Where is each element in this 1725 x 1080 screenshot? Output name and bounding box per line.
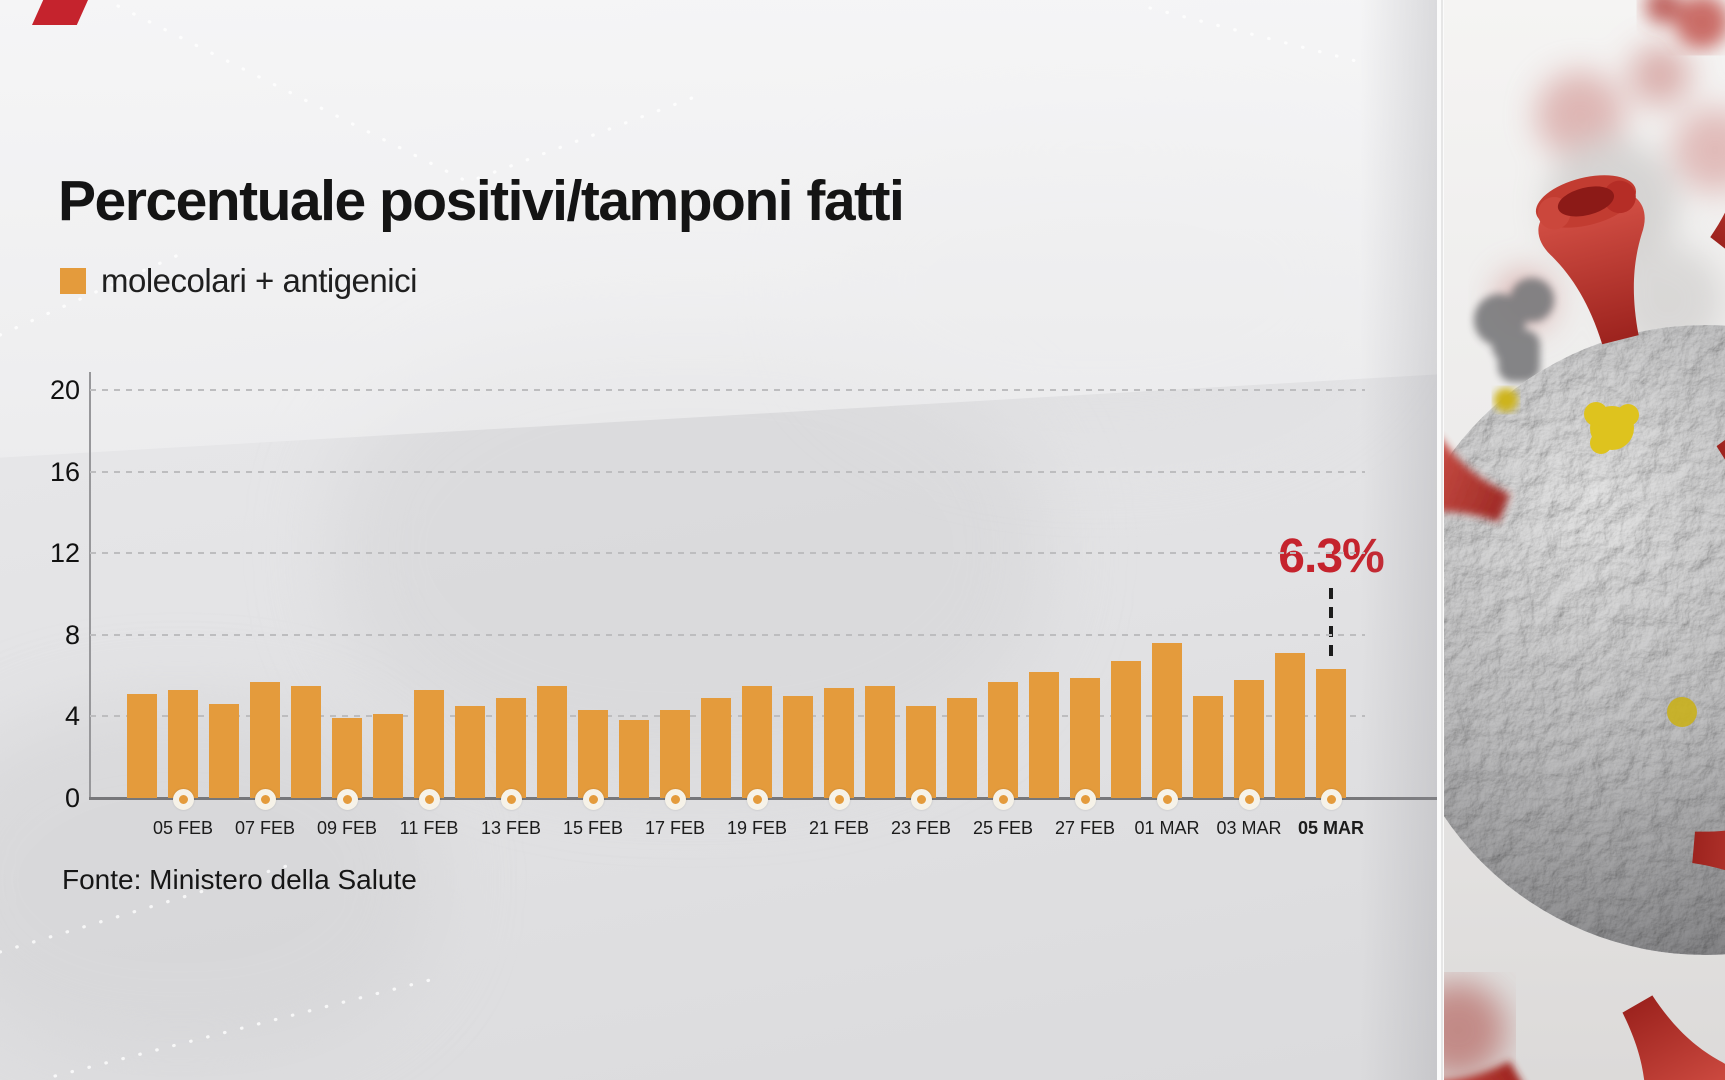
bar — [619, 720, 649, 798]
x-axis-tick-label: 05 MAR — [1297, 818, 1364, 838]
y-axis-tick-label: 4 — [64, 701, 80, 732]
bar — [1234, 680, 1264, 798]
y-axis-tick-label: 0 — [64, 783, 80, 813]
legend-color-swatch — [60, 268, 86, 294]
date-marker — [665, 789, 686, 810]
date-marker — [255, 789, 276, 810]
date-marker — [829, 789, 850, 810]
bar — [906, 706, 936, 798]
x-axis-tick-label: 27 FEB — [1054, 818, 1116, 838]
x-axis-tick-label: 21 FEB — [808, 818, 870, 838]
gridline — [90, 552, 1365, 555]
date-marker — [419, 789, 440, 810]
y-axis-tick-label: 8 — [64, 619, 80, 650]
date-marker — [911, 789, 932, 810]
bar — [988, 682, 1018, 798]
gridline — [90, 633, 1365, 636]
bar — [291, 686, 321, 798]
bar — [865, 686, 895, 798]
source-caption: Fonte: Ministero della Salute — [62, 864, 417, 895]
date-marker — [583, 789, 604, 810]
bar — [701, 698, 731, 798]
bar — [783, 696, 813, 798]
x-axis-tick-label: 25 FEB — [972, 818, 1034, 838]
bar — [1316, 669, 1346, 798]
bar-chart: 6.3% 0 4 8 12 16 20 05 FEB 07 FEB 09 FEB 11 FEB 13… — [49, 372, 1437, 838]
bar — [1111, 661, 1141, 798]
bar — [209, 704, 239, 798]
x-axis-tick-label: 03 MAR — [1216, 818, 1282, 838]
gridline — [90, 389, 1365, 391]
date-marker — [1239, 789, 1260, 810]
date-marker — [501, 789, 522, 810]
date-marker — [747, 789, 768, 810]
x-axis-tick-label: 19 FEB — [726, 818, 788, 838]
bar — [1193, 696, 1223, 798]
x-axis-tick-label: 23 FEB — [890, 818, 952, 838]
annotation-label: 6.3% — [1278, 530, 1384, 583]
bar — [127, 694, 157, 798]
bar — [332, 718, 362, 798]
legend: molecolari + antigenici — [60, 262, 417, 300]
date-marker — [1075, 789, 1096, 810]
bar — [373, 714, 403, 798]
bar — [414, 690, 444, 798]
bar — [496, 698, 526, 798]
bar — [168, 690, 198, 798]
bar — [742, 686, 772, 798]
bar — [250, 682, 280, 798]
bar — [1029, 672, 1059, 798]
y-axis-tick-label: 12 — [49, 538, 80, 569]
x-axis-tick-label: 15 FEB — [562, 818, 624, 838]
annotation-dashed-line — [1329, 588, 1333, 664]
y-axis-line — [89, 372, 91, 798]
x-axis-tick-label: 09 FEB — [316, 818, 378, 838]
gridline — [90, 470, 1365, 473]
coronavirus-illustration — [1437, 0, 1725, 1080]
bar — [947, 698, 977, 798]
bar — [824, 688, 854, 798]
panel-shadow — [1360, 0, 1437, 1080]
x-axis-tick-label: 07 FEB — [234, 818, 296, 838]
x-axis-tick-label: 17 FEB — [644, 818, 706, 838]
bar — [537, 686, 567, 798]
x-axis-tick-label: 11 FEB — [399, 818, 459, 838]
date-marker — [1157, 789, 1178, 810]
bar — [660, 710, 690, 798]
bar — [1152, 643, 1182, 798]
x-axis-tick-label: 01 MAR — [1134, 818, 1200, 838]
page-title: Percentuale positivi/tamponi fatti — [58, 169, 905, 233]
y-axis-tick-label: 16 — [49, 456, 80, 487]
bar — [455, 706, 485, 798]
y-axis-tick-label: 20 — [49, 375, 80, 405]
bar — [1275, 653, 1305, 798]
bar — [1070, 678, 1100, 798]
x-axis-tick-label: 13 FEB — [480, 818, 542, 838]
x-axis-tick-label: 05 FEB — [152, 818, 214, 838]
bar — [578, 710, 608, 798]
date-marker — [1321, 789, 1342, 810]
date-marker — [993, 789, 1014, 810]
date-marker — [337, 789, 358, 810]
date-marker — [173, 789, 194, 810]
legend-label: molecolari + antigenici — [101, 262, 417, 299]
